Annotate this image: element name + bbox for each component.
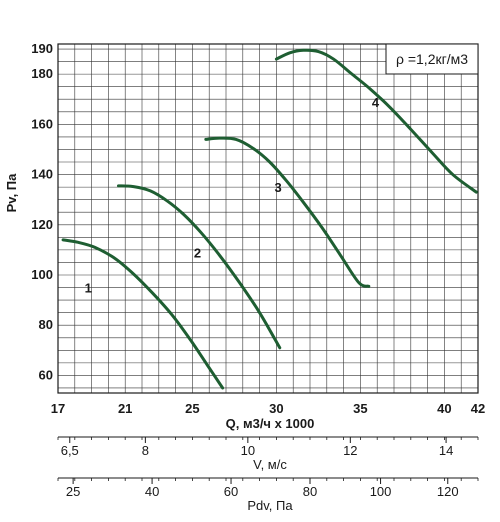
grid	[57, 44, 479, 393]
secondary-tick-label: 12	[343, 443, 357, 458]
curve-labels: 1 2 3 4	[85, 95, 380, 296]
curves	[61, 48, 478, 390]
y-tick-label: 190	[31, 41, 53, 56]
plot-frame	[57, 43, 479, 394]
curve-3	[204, 136, 371, 288]
plot-border	[57, 43, 479, 394]
secondary-tick-label: 120	[437, 484, 459, 499]
y-tick-label: 180	[31, 66, 53, 81]
x-tick-label: 17	[51, 401, 65, 416]
y-tick-label: 120	[31, 217, 53, 232]
y-tick-labels: 60 80 100 120 140 160 180 190	[31, 41, 53, 382]
curve-2	[116, 184, 282, 350]
x-tick-label: 21	[118, 401, 132, 416]
curve-label-2: 2	[194, 245, 201, 260]
y-tick-label: 80	[39, 317, 53, 332]
y-axis-title: Pv, Па	[4, 173, 19, 213]
y-tick-label: 100	[31, 267, 53, 282]
secondary-tick-label: 6,5	[61, 443, 79, 458]
secondary-tick-label: 80	[303, 484, 317, 499]
x-tick-labels: 17 21 25 30 35 40 42	[51, 401, 485, 416]
density-legend: ρ =1,2кг/м3	[385, 43, 479, 75]
velocity-axis: 6,5 8 10 12 14	[57, 436, 479, 458]
y-tick-label: 140	[31, 167, 53, 182]
dynamic-pressure-axis-title: Pdv, Па	[247, 498, 293, 513]
x-tick-label: 40	[437, 401, 451, 416]
curve-label-1: 1	[85, 281, 92, 296]
velocity-axis-title: V, м/с	[253, 457, 287, 472]
x-tick-label: 30	[269, 401, 283, 416]
dynamic-pressure-axis: 25 40 60 80 100 120	[57, 477, 479, 499]
secondary-tick-label: 14	[439, 443, 453, 458]
curve-1	[61, 238, 225, 390]
secondary-tick-label: 60	[224, 484, 238, 499]
curve-4	[274, 48, 478, 194]
secondary-tick-label: 10	[241, 443, 255, 458]
secondary-tick-label: 100	[370, 484, 392, 499]
y-tick-label: 160	[31, 116, 53, 131]
y-tick-label: 60	[39, 367, 53, 382]
curve-label-3: 3	[274, 180, 281, 195]
secondary-tick-label: 25	[66, 484, 80, 499]
x-tick-label: 35	[353, 401, 367, 416]
x-axis-title: Q, м3/ч x 1000	[226, 416, 315, 431]
x-tick-label: 25	[185, 401, 199, 416]
secondary-tick-label: 40	[145, 484, 159, 499]
x-tick-label: 42	[471, 401, 485, 416]
density-legend-text: ρ =1,2кг/м3	[396, 51, 468, 67]
curve-label-4: 4	[372, 95, 380, 110]
secondary-tick-label: 8	[142, 443, 149, 458]
